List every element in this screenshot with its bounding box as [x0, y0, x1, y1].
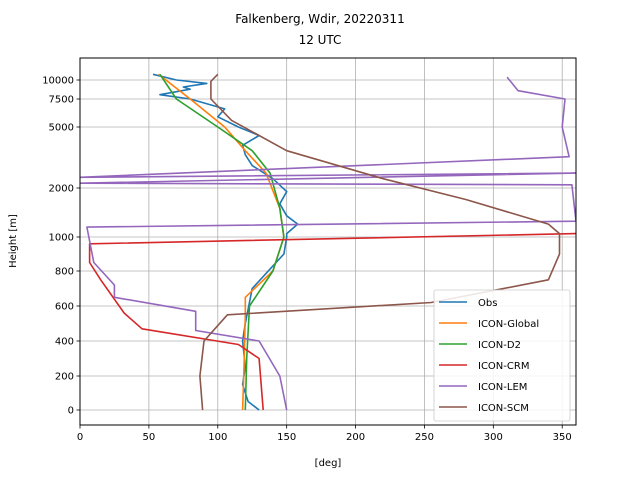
x-axis-label: [deg] [315, 458, 342, 469]
series-line-icon-crm [88, 232, 576, 411]
x-tick-label: 100 [208, 432, 227, 443]
legend-label-icon-crm: ICON-CRM [478, 361, 529, 372]
x-tick-label: 200 [346, 432, 365, 443]
y-tick-label: 1000 [49, 233, 74, 244]
chart-subtitle: 12 UTC [299, 33, 342, 47]
y-tick-label: 0 [68, 406, 74, 417]
series-line-icon-scm [199, 73, 561, 411]
chart-title: Falkenberg, Wdir, 20220311 [235, 12, 404, 26]
y-tick-label: 600 [55, 302, 74, 313]
x-tick-label: 150 [277, 432, 296, 443]
x-tick-label: 300 [484, 432, 503, 443]
legend: Obs ICON-Global ICON-D2 ICON-CRM ICON-LEM ICO… [433, 289, 571, 422]
x-axis: 0 50 100 150 200 250 300 350 [77, 425, 572, 443]
legend-label-icon-d2: ICON-D2 [478, 340, 521, 351]
y-axis: 0 200 400 600 800 1000 2000 5000 7500 10000 [42, 76, 80, 417]
legend-box [433, 289, 571, 422]
plot-area [80, 73, 576, 411]
y-tick-label: 800 [55, 267, 74, 278]
y-tick-label: 400 [55, 337, 74, 348]
x-tick-label: 250 [415, 432, 434, 443]
series-line-icon-d2 [159, 73, 285, 411]
y-tick-label: 2000 [49, 184, 74, 195]
x-tick-label: 350 [553, 432, 572, 443]
x-tick-label: 50 [143, 432, 156, 443]
legend-label-icon-lem: ICON-LEM [478, 382, 527, 393]
x-tick-label: 0 [77, 432, 83, 443]
legend-label-obs: Obs [478, 298, 497, 309]
y-tick-label: 5000 [49, 123, 74, 134]
y-tick-label: 10000 [42, 76, 74, 87]
plot-frame [79, 57, 577, 426]
legend-label-icon-global: ICON-Global [478, 319, 539, 330]
y-axis-label: Height [m] [8, 214, 19, 268]
series-line-icon-lem [80, 76, 576, 411]
legend-label-icon-scm: ICON-SCM [478, 403, 529, 414]
y-tick-label: 200 [55, 372, 74, 383]
y-tick-label: 7500 [49, 95, 74, 106]
